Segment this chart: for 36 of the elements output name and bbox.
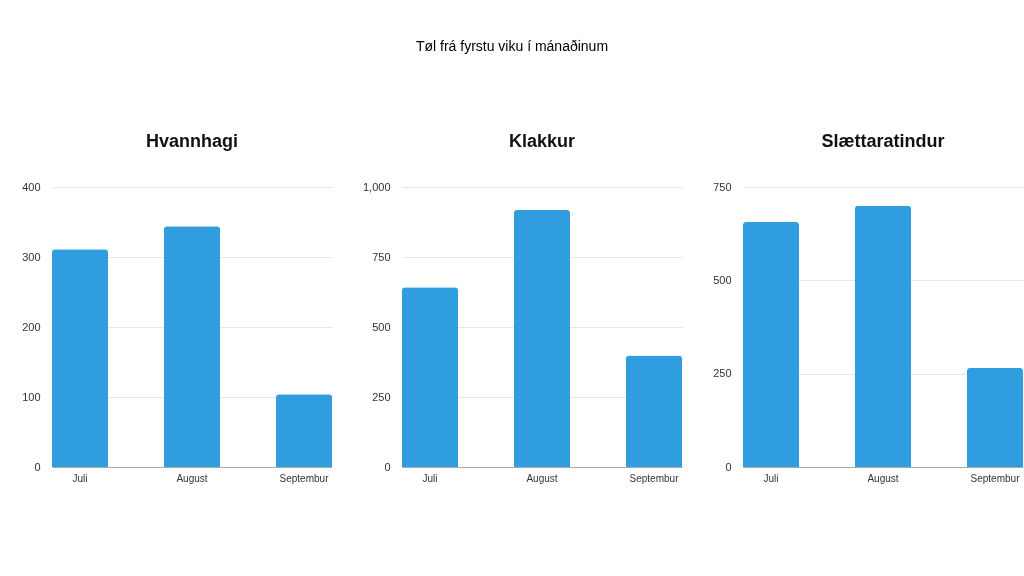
x-tick-label: Juli bbox=[72, 472, 88, 484]
x-tick-label: August bbox=[176, 472, 208, 484]
y-tick-label: 200 bbox=[22, 320, 41, 333]
x-tick-label: Juli bbox=[422, 472, 438, 484]
x-tick-label: Septembur bbox=[970, 472, 1021, 484]
y-tick-label: 250 bbox=[372, 390, 391, 403]
bar bbox=[855, 205, 911, 467]
y-tick-label: 750 bbox=[372, 250, 391, 263]
y-tick-label: 500 bbox=[713, 273, 732, 286]
y-tick-label: 0 bbox=[725, 460, 732, 473]
x-tick-label: August bbox=[526, 472, 558, 484]
text: Tøl frá fyrstu viku í mánaðinum bbox=[414, 37, 610, 56]
y-tick-label: 500 bbox=[372, 320, 391, 333]
y-tick-label: 400 bbox=[22, 180, 41, 193]
bar bbox=[514, 209, 570, 467]
y-tick-label: 100 bbox=[22, 390, 41, 403]
y-tick-label: 300 bbox=[22, 250, 41, 263]
bar bbox=[52, 249, 108, 467]
y-tick-label: 0 bbox=[34, 460, 41, 473]
chart-title: Slættaratindur bbox=[821, 131, 945, 151]
x-tick-label: August bbox=[867, 472, 899, 484]
x-tick-label: Septembur bbox=[629, 472, 680, 484]
bar bbox=[164, 226, 220, 467]
bar bbox=[626, 355, 682, 467]
chart-title: Klakkur bbox=[508, 131, 576, 151]
bar bbox=[402, 287, 458, 467]
x-tick-label: Septembur bbox=[279, 472, 330, 484]
y-tick-label: 1,000 bbox=[362, 180, 391, 193]
bar bbox=[743, 222, 799, 467]
chart-title: Hvannhagi bbox=[145, 131, 239, 151]
bar bbox=[276, 394, 332, 467]
x-tick-label: Juli bbox=[763, 472, 779, 484]
y-tick-label: 0 bbox=[384, 460, 391, 473]
bar bbox=[967, 368, 1023, 467]
y-tick-label: 250 bbox=[713, 367, 732, 380]
y-tick-label: 750 bbox=[713, 180, 732, 193]
